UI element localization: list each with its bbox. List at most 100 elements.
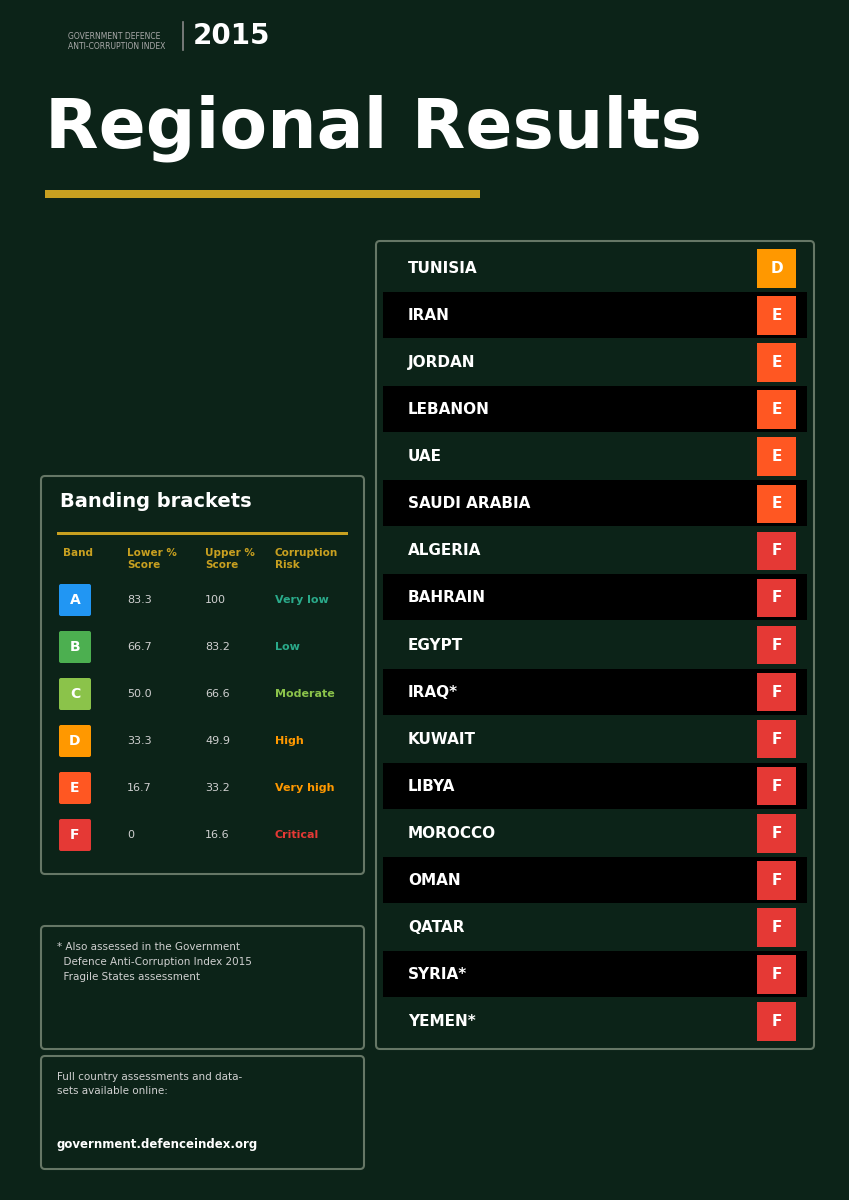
Text: LEBANON: LEBANON: [408, 402, 490, 418]
Text: 33.3: 33.3: [127, 736, 152, 746]
Text: E: E: [772, 308, 782, 323]
Text: F: F: [772, 684, 782, 700]
Text: JORDAN: JORDAN: [408, 355, 475, 370]
FancyBboxPatch shape: [59, 818, 91, 851]
FancyBboxPatch shape: [59, 584, 91, 616]
FancyBboxPatch shape: [376, 241, 814, 1049]
Text: ANTI-CORRUPTION INDEX: ANTI-CORRUPTION INDEX: [68, 42, 166, 50]
Bar: [757, 343, 796, 382]
Text: LIBYA: LIBYA: [408, 779, 455, 793]
Text: Moderate: Moderate: [275, 689, 335, 698]
Bar: [757, 720, 796, 758]
Text: * Also assessed in the Government
  Defence Anti-Corruption Index 2015
  Fragile: * Also assessed in the Government Defenc…: [57, 942, 252, 982]
Text: E: E: [70, 781, 80, 794]
Text: IRAQ*: IRAQ*: [408, 684, 458, 700]
Text: F: F: [772, 920, 782, 935]
Text: 16.7: 16.7: [127, 782, 152, 793]
FancyBboxPatch shape: [59, 631, 91, 662]
Text: government.defenceindex.org: government.defenceindex.org: [57, 1138, 258, 1151]
Bar: [757, 673, 796, 712]
Text: F: F: [772, 826, 782, 841]
Text: E: E: [772, 497, 782, 511]
Bar: [757, 296, 796, 335]
FancyBboxPatch shape: [41, 926, 364, 1049]
Bar: [757, 908, 796, 947]
Bar: [757, 862, 796, 900]
Bar: [757, 767, 796, 805]
Text: Very high: Very high: [275, 782, 335, 793]
Text: Band: Band: [63, 548, 93, 558]
Bar: [383, 763, 807, 809]
Bar: [383, 857, 807, 902]
Text: 0: 0: [127, 830, 134, 840]
Bar: [383, 292, 807, 338]
FancyBboxPatch shape: [59, 772, 91, 804]
Text: F: F: [772, 544, 782, 558]
Text: C: C: [70, 686, 80, 701]
Text: 49.9: 49.9: [205, 736, 230, 746]
FancyBboxPatch shape: [59, 678, 91, 710]
Text: Low: Low: [275, 642, 300, 652]
Bar: [757, 578, 796, 617]
Bar: [45, 190, 480, 198]
Bar: [757, 955, 796, 994]
Text: MOROCCO: MOROCCO: [408, 826, 496, 841]
Text: 83.3: 83.3: [127, 595, 152, 605]
Text: SAUDI ARABIA: SAUDI ARABIA: [408, 497, 531, 511]
Bar: [383, 575, 807, 620]
Text: Very low: Very low: [275, 595, 329, 605]
Bar: [383, 480, 807, 527]
Text: KUWAIT: KUWAIT: [408, 732, 476, 746]
FancyBboxPatch shape: [41, 476, 364, 874]
Bar: [383, 386, 807, 432]
Text: Regional Results: Regional Results: [45, 95, 702, 162]
Text: Full country assessments and data-
sets available online:: Full country assessments and data- sets …: [57, 1072, 242, 1096]
Text: OMAN: OMAN: [408, 872, 461, 888]
Bar: [383, 950, 807, 997]
Bar: [757, 485, 796, 523]
Text: YEMEN*: YEMEN*: [408, 1014, 475, 1028]
Bar: [57, 532, 348, 535]
Text: GOVERNMENT DEFENCE: GOVERNMENT DEFENCE: [68, 32, 160, 41]
Text: F: F: [772, 779, 782, 793]
Text: Banding brackets: Banding brackets: [60, 492, 251, 511]
Text: IRAN: IRAN: [408, 308, 450, 323]
Text: F: F: [772, 1014, 782, 1028]
Text: 16.6: 16.6: [205, 830, 229, 840]
Text: Upper %
Score: Upper % Score: [205, 548, 255, 570]
Bar: [757, 390, 796, 428]
FancyBboxPatch shape: [59, 725, 91, 757]
Text: QATAR: QATAR: [408, 920, 464, 935]
Text: A: A: [70, 593, 81, 607]
Bar: [757, 250, 796, 288]
Text: F: F: [772, 967, 782, 982]
Text: 50.0: 50.0: [127, 689, 152, 698]
Text: ALGERIA: ALGERIA: [408, 544, 481, 558]
Bar: [757, 1002, 796, 1040]
Bar: [757, 532, 796, 570]
Bar: [757, 438, 796, 476]
Text: F: F: [772, 590, 782, 606]
Text: 33.2: 33.2: [205, 782, 230, 793]
Text: E: E: [772, 402, 782, 418]
Text: Lower %
Score: Lower % Score: [127, 548, 177, 570]
Text: D: D: [770, 262, 783, 276]
Text: F: F: [772, 637, 782, 653]
Bar: [757, 814, 796, 852]
Text: Critical: Critical: [275, 830, 319, 840]
Text: D: D: [70, 734, 81, 748]
Text: TUNISIA: TUNISIA: [408, 262, 478, 276]
Text: F: F: [772, 732, 782, 746]
Bar: [757, 625, 796, 665]
Text: 66.6: 66.6: [205, 689, 229, 698]
Text: B: B: [70, 640, 81, 654]
Text: 2015: 2015: [193, 22, 271, 50]
Text: BAHRAIN: BAHRAIN: [408, 590, 486, 606]
Text: E: E: [772, 449, 782, 464]
Text: 100: 100: [205, 595, 226, 605]
Text: SYRIA*: SYRIA*: [408, 967, 467, 982]
Text: UAE: UAE: [408, 449, 442, 464]
Text: E: E: [772, 355, 782, 370]
Bar: [383, 668, 807, 714]
Text: F: F: [772, 872, 782, 888]
